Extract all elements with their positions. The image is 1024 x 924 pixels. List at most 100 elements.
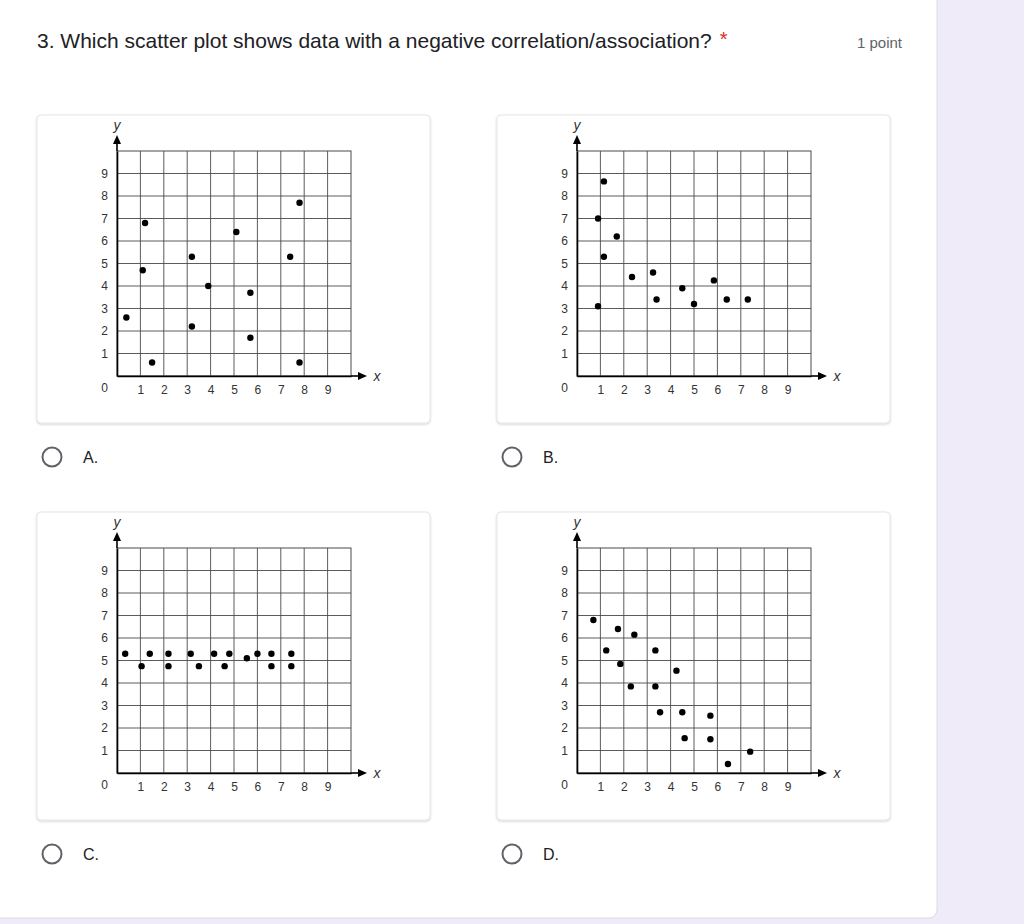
grid-line-y <box>117 570 351 571</box>
y-tick: 5 <box>101 654 117 668</box>
grid-line-y <box>117 660 351 661</box>
y-tick-label: 4 <box>561 279 568 293</box>
y-tick: 8 <box>101 586 117 600</box>
y-tick: 0 <box>561 774 577 793</box>
scatter-point <box>657 709 663 715</box>
x-tick: 7 <box>738 773 745 794</box>
y-tick-label: 8 <box>101 189 108 203</box>
option-label[interactable]: C. <box>83 846 99 863</box>
scatter-point <box>681 735 687 741</box>
y-tick-label: 2 <box>101 324 108 338</box>
x-tick: 4 <box>668 376 675 397</box>
required-mark: * <box>720 28 728 50</box>
y-tick-label: 3 <box>101 302 108 316</box>
scatter-point <box>296 200 302 206</box>
x-tick-label: 8 <box>761 383 768 397</box>
scatter-point <box>711 277 717 283</box>
scatter-point <box>296 359 302 365</box>
grid-line-y <box>117 286 351 287</box>
y-axis-arrow <box>113 135 121 144</box>
grid-line-y <box>577 593 811 594</box>
x-tick: 1 <box>598 376 605 397</box>
y-tick: 9 <box>561 564 577 578</box>
x-tick: 7 <box>278 376 285 397</box>
y-tick-label: 5 <box>101 654 108 668</box>
image-card <box>37 512 430 820</box>
x-tick-label: 6 <box>715 780 722 794</box>
y-tick-label: 8 <box>101 586 108 600</box>
y-tick-label: 7 <box>561 609 568 623</box>
radio-button[interactable] <box>503 845 522 864</box>
y-tick-label: 8 <box>561 586 568 600</box>
option-label[interactable]: B. <box>543 449 558 466</box>
plot-frame <box>117 548 351 773</box>
y-tick-label: 9 <box>101 564 108 578</box>
option-label[interactable]: D. <box>543 846 559 863</box>
x-tick-label: 4 <box>208 383 215 397</box>
scatter-point <box>189 254 195 260</box>
y-tick: 0 <box>101 377 117 396</box>
plot-frame <box>577 548 811 773</box>
y-axis-title: y <box>113 117 122 133</box>
x-tick: 6 <box>255 773 262 794</box>
y-tick-label: 1 <box>101 744 108 758</box>
option-label[interactable]: A. <box>83 449 98 466</box>
x-tick: 3 <box>184 773 191 794</box>
scatter-point <box>211 651 217 657</box>
x-axis-title: x <box>373 368 382 384</box>
y-tick: 6 <box>101 234 117 248</box>
x-tick-label: 9 <box>325 780 332 794</box>
scatter-point <box>628 683 634 689</box>
y-tick: 5 <box>561 654 577 668</box>
grid-line-y <box>117 593 351 594</box>
y-tick-label: 6 <box>101 631 108 645</box>
scatter-point <box>226 651 232 657</box>
x-axis-line <box>578 773 812 775</box>
x-tick-label: 7 <box>278 780 285 794</box>
y-tick: 8 <box>561 189 577 203</box>
y-tick: 2 <box>101 721 117 735</box>
x-axis-line <box>578 376 812 378</box>
x-tick-label: 4 <box>668 780 675 794</box>
grid-line-y <box>577 683 811 684</box>
x-tick: 5 <box>691 376 698 397</box>
y-tick: 3 <box>561 699 577 713</box>
y-tick: 3 <box>101 699 117 713</box>
scatter-point <box>601 178 607 184</box>
y-tick: 0 <box>101 774 117 793</box>
y-tick: 6 <box>561 631 577 645</box>
x-tick-label: 7 <box>738 780 745 794</box>
grid-line-y <box>117 353 351 354</box>
y-axis-arrow <box>113 532 121 541</box>
radio-button[interactable] <box>43 845 62 864</box>
y-tick-label: 8 <box>561 189 568 203</box>
y-tick: 5 <box>101 257 117 271</box>
scatter-point <box>631 631 637 637</box>
x-tick-label: 6 <box>255 780 262 794</box>
y-tick-label: 0 <box>101 778 108 792</box>
grid <box>577 548 811 773</box>
scatter-point <box>653 296 659 302</box>
image-card <box>497 115 890 423</box>
scatter-point <box>165 663 171 669</box>
radio-button[interactable] <box>43 448 62 467</box>
y-tick-label: 9 <box>101 167 108 181</box>
x-tick: 2 <box>161 376 168 397</box>
radio-button[interactable] <box>503 448 522 467</box>
scatter-point <box>142 220 148 226</box>
x-axis-title: x <box>833 368 842 384</box>
scatter-point <box>205 283 211 289</box>
scatter-point <box>691 301 697 307</box>
scatter-point <box>601 254 607 260</box>
y-tick: 1 <box>101 744 117 758</box>
scatter-point <box>149 359 155 365</box>
scatter-point <box>233 229 239 235</box>
y-tick-label: 0 <box>561 778 568 792</box>
scatter-point <box>595 215 601 221</box>
scatter-point <box>288 663 294 669</box>
x-tick-label: 1 <box>138 780 145 794</box>
x-tick-label: 7 <box>738 383 745 397</box>
scatter-point <box>123 314 129 320</box>
scatter-point <box>679 285 685 291</box>
grid-line-y <box>577 241 811 242</box>
